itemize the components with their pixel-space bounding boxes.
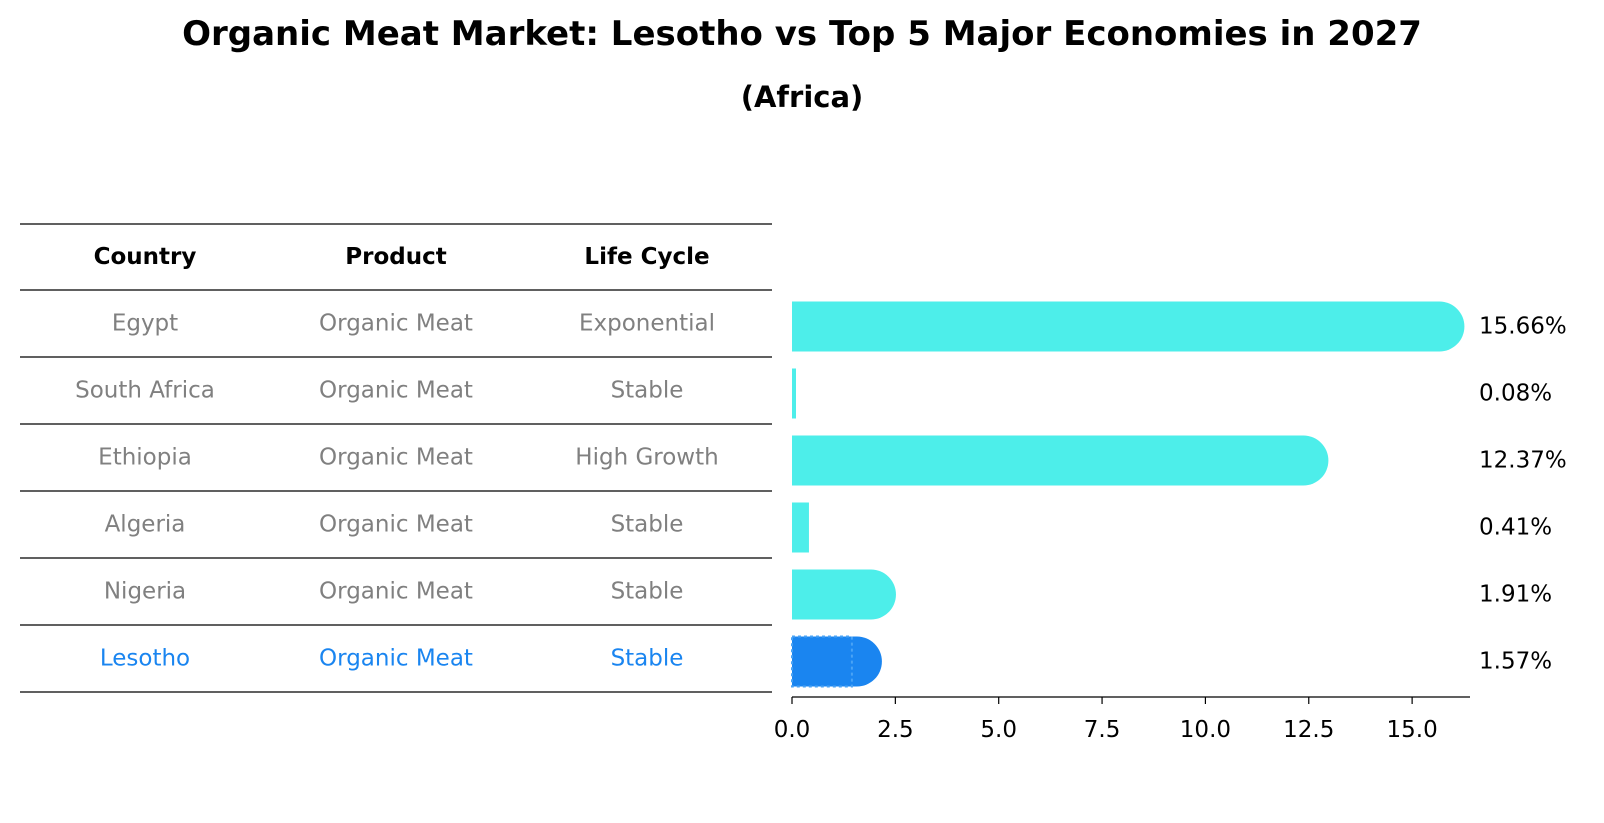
x-tick-label: 10.0 [1180,717,1231,743]
chart-title: Organic Meat Market: Lesotho vs Top 5 Ma… [182,14,1422,54]
bar [792,569,896,620]
data-label: 0.41% [1479,515,1552,541]
data-label: 15.66% [1479,314,1567,340]
data-label: 12.37% [1479,448,1567,474]
table-cell: Organic Meat [319,311,473,337]
table-cell: Stable [611,378,684,404]
table-cell: Algeria [105,512,186,538]
bar [792,435,1329,486]
x-tick-label: 0.0 [774,717,811,743]
table-cell: Exponential [579,311,715,337]
table-header-cell: Life Cycle [584,244,709,270]
table-cell: South Africa [75,378,215,404]
table-cell: Ethiopia [98,445,192,471]
table-cell: Organic Meat [319,646,473,672]
bar-highlight-outline [791,635,853,688]
table-header-cell: Product [345,244,446,270]
table-cell: Organic Meat [319,378,473,404]
table-cell: Stable [611,512,684,538]
x-tick-label: 7.5 [1084,717,1121,743]
table-cell: Organic Meat [319,445,473,471]
table-cell: Organic Meat [319,579,473,605]
table-cell: Nigeria [104,579,186,605]
table-cell: Stable [611,579,684,605]
table-cell: Stable [611,646,684,672]
x-tick-label: 5.0 [980,717,1017,743]
bar [792,636,882,687]
table-cell: Organic Meat [319,512,473,538]
chart-subtitle: (Africa) [740,80,864,114]
bar [792,368,796,419]
x-tick-label: 2.5 [877,717,914,743]
bar [792,502,809,553]
table-header-cell: Country [94,244,197,270]
table-cell: High Growth [575,445,718,471]
table-cell: Egypt [112,311,178,337]
data-label: 1.57% [1479,649,1552,675]
table-cell: Lesotho [100,646,190,672]
data-label: 1.91% [1479,582,1552,608]
data-label: 0.08% [1479,381,1552,407]
bar [792,301,1465,352]
x-tick-label: 12.5 [1283,717,1334,743]
x-tick-label: 15.0 [1387,717,1438,743]
